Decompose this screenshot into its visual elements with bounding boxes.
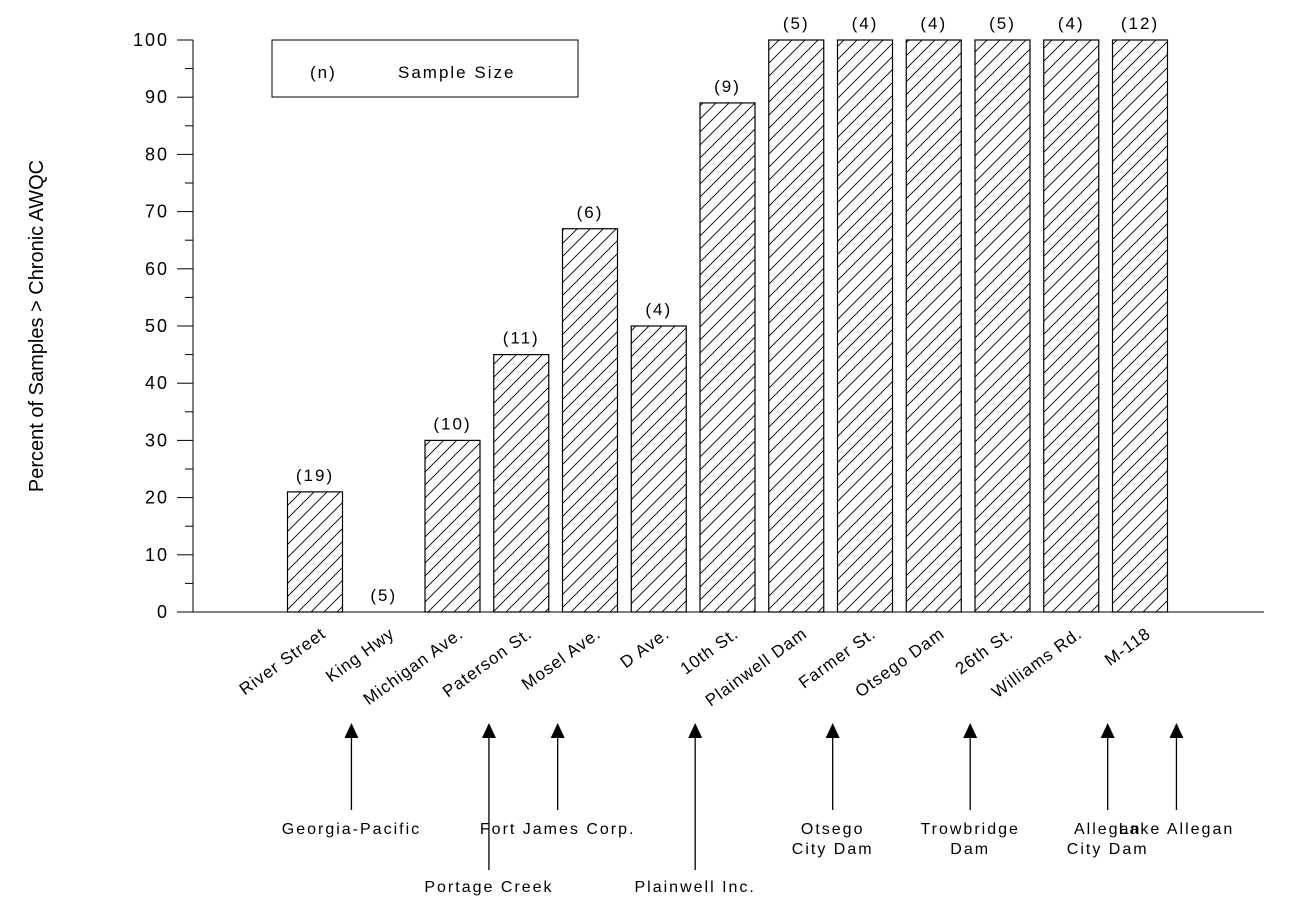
y-tick-label: 0 — [157, 602, 169, 622]
y-tick-label: 70 — [145, 202, 169, 222]
legend: (n) Sample Size — [271, 39, 579, 98]
bar — [768, 39, 825, 613]
sample-size-label: (6) — [577, 203, 604, 222]
bars — [286, 39, 1169, 613]
legend-box — [271, 39, 579, 98]
source-label: City Dam — [792, 841, 874, 858]
y-tick-label: 10 — [145, 545, 169, 565]
source-label: Portage Creek — [424, 879, 553, 896]
bar — [561, 228, 619, 613]
source-label: Dam — [950, 841, 990, 858]
y-tick-label: 50 — [145, 316, 169, 336]
sample-size-label: (5) — [370, 586, 397, 605]
sample-size-label: (11) — [503, 329, 540, 348]
source-label: Georgia-Pacific — [282, 821, 421, 838]
bar — [630, 325, 687, 613]
source-arrow-head — [550, 723, 565, 738]
y-tick-label: 100 — [133, 30, 169, 50]
source-arrow-head — [1100, 723, 1115, 738]
bar — [424, 439, 481, 613]
sample-size-label: (4) — [920, 14, 947, 33]
y-tick-label: 30 — [145, 430, 169, 450]
bar — [836, 39, 894, 613]
category-label: 10th St. — [677, 624, 742, 679]
y-axis: 0 10 20 30 40 50 60 70 80 90 100 — [133, 30, 194, 622]
source-label: Allegan — [1074, 821, 1141, 838]
y-tick-label: 40 — [145, 373, 169, 393]
sample-size-label: (4) — [645, 300, 672, 319]
source-label: Lake Allegan — [1119, 821, 1235, 838]
source-arrow-head — [481, 723, 496, 738]
category-label: River Street — [236, 624, 329, 699]
source-arrow-head — [688, 723, 703, 738]
bar — [974, 39, 1031, 613]
sample-size-label: (5) — [783, 14, 810, 33]
sample-size-labels: (19) (5) (10) (11) (6) (4) (9) (5) (4) (4) (5) (4) (… — [296, 14, 1159, 605]
legend-symbol: (n) — [310, 63, 337, 82]
sample-size-label: (5) — [989, 14, 1016, 33]
category-label: M-118 — [1101, 624, 1154, 670]
source-arrow-head — [1169, 723, 1184, 738]
source-arrow-head — [825, 723, 840, 738]
bar — [493, 354, 550, 613]
legend-text: Sample Size — [398, 63, 515, 82]
sample-size-label: (4) — [1058, 14, 1085, 33]
sample-size-label: (9) — [714, 77, 741, 96]
source-label: Fort James Corp. — [480, 821, 636, 838]
sample-size-label: (4) — [852, 14, 879, 33]
source-label: Otsego — [801, 821, 865, 838]
y-axis-label: Percent of Samples > Chronic AWQC — [26, 160, 48, 492]
bar — [699, 102, 756, 613]
source-arrow-head — [344, 723, 359, 738]
source-annotations: Georgia-Pacific Portage Creek Fort James C… — [282, 723, 1235, 896]
sample-size-label: (12) — [1121, 14, 1159, 33]
source-arrow-head — [963, 723, 978, 738]
bar — [1043, 39, 1100, 613]
category-label: D Ave. — [617, 624, 673, 672]
sample-size-label: (10) — [433, 414, 471, 433]
bar — [905, 39, 962, 613]
y-tick-label: 60 — [145, 259, 169, 279]
y-tick-label: 90 — [145, 87, 169, 107]
source-label: Plainwell Inc. — [635, 879, 756, 896]
bar — [1111, 39, 1169, 613]
y-tick-label: 20 — [145, 488, 169, 508]
bar — [286, 491, 344, 613]
source-label: Trowbridge — [920, 821, 1019, 838]
source-label: City Dam — [1067, 841, 1149, 858]
category-label: 26th St. — [952, 624, 1017, 679]
sample-size-label: (19) — [296, 466, 334, 485]
y-tick-label: 80 — [145, 144, 169, 164]
